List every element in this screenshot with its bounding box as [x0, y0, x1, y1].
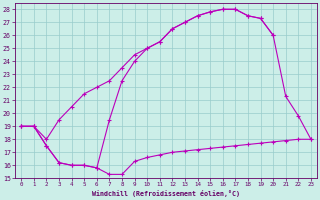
- X-axis label: Windchill (Refroidissement éolien,°C): Windchill (Refroidissement éolien,°C): [92, 190, 240, 197]
